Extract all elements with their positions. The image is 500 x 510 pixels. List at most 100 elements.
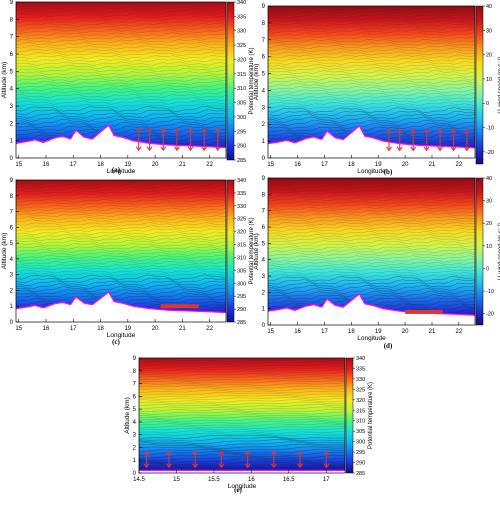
contour-line <box>16 13 226 17</box>
panel-caption: (c) <box>112 338 120 346</box>
y-tick-label: 5 <box>10 241 14 247</box>
plot-area <box>16 2 226 158</box>
contour-line <box>139 435 345 439</box>
colorbar-tick-label: -20 <box>486 150 494 156</box>
contour-line <box>139 416 345 420</box>
y-tick-label: 1 <box>262 307 266 313</box>
y-tick-label: 7 <box>133 382 137 388</box>
contour-line <box>268 98 475 103</box>
colorbar-tick-label: 295 <box>237 129 246 135</box>
y-tick-label: 7 <box>10 35 14 41</box>
y-tick-label: 3 <box>262 274 266 280</box>
contour-line <box>139 375 345 379</box>
y-tick-label: 8 <box>262 21 266 27</box>
y-tick-label: 5 <box>10 69 14 75</box>
y-tick-label: 8 <box>133 369 137 375</box>
contour-line <box>268 287 475 294</box>
contour-line <box>139 461 345 466</box>
y-tick-label: 9 <box>10 0 14 6</box>
contour-line <box>268 29 475 34</box>
contour-line <box>139 406 345 410</box>
field-background <box>139 358 345 473</box>
contour-line <box>16 234 226 238</box>
contour-line <box>268 19 475 24</box>
colorbar-tick-label: 320 <box>237 57 246 63</box>
double-arrow <box>463 128 470 152</box>
y-tick-label: 4 <box>133 420 137 426</box>
y-tick-label: 4 <box>262 88 266 94</box>
colorbar-tick-label: 0 <box>486 266 489 272</box>
contour-line <box>139 387 345 391</box>
double-arrow <box>323 450 330 469</box>
colorbar-label: U-wind speed (m s⁻¹) <box>498 223 500 280</box>
contour-line <box>16 269 226 274</box>
contour-line <box>268 73 475 78</box>
x-tick-label: 22 <box>456 162 463 168</box>
arrow-head-up <box>214 127 221 133</box>
contour-line <box>268 228 475 232</box>
colorbar-tick-label: 315 <box>237 72 246 78</box>
arrow-head-down <box>173 146 180 152</box>
contour-line <box>16 289 226 295</box>
plot-frame <box>15 1 227 159</box>
contour-line <box>139 437 345 442</box>
contour-line <box>16 25 226 30</box>
x-tick-label: 15 <box>173 477 180 483</box>
contour-line <box>16 22 226 27</box>
contour-line <box>16 105 226 112</box>
contour-line <box>268 209 475 214</box>
arrow-head-up <box>173 127 180 133</box>
contour-line <box>268 79 475 84</box>
double-arrow <box>450 128 457 152</box>
x-tick-label: 17 <box>323 477 330 483</box>
double-arrow <box>143 450 150 469</box>
contour-line <box>139 401 345 405</box>
colorbar-tick-label: 325 <box>237 217 246 223</box>
x-tick-label: 21 <box>429 162 436 168</box>
double-arrow <box>297 450 304 469</box>
arrow-head-down <box>214 146 221 152</box>
contour-line <box>268 38 475 43</box>
colorbar-tick-label: 290 <box>356 461 365 467</box>
y-tick-label: 6 <box>10 225 14 231</box>
colorbar-tick-label: 10 <box>486 244 492 250</box>
y-tick-label: 6 <box>10 52 14 58</box>
colorbar-tick-label: 315 <box>356 408 365 414</box>
y-tick-label: 3 <box>262 105 266 111</box>
arrow-head-up <box>396 128 403 134</box>
contour-line <box>268 225 475 229</box>
contour-line <box>16 286 226 293</box>
y-tick-label: 4 <box>262 258 266 264</box>
contour-line <box>139 441 345 447</box>
contour-line <box>268 231 475 235</box>
contour-line <box>16 64 226 69</box>
contour-line <box>16 246 226 250</box>
y-tick-label: 2 <box>10 288 14 294</box>
contour-line <box>16 9 226 14</box>
contour-line <box>268 270 475 275</box>
x-tick-label: 16 <box>43 162 50 168</box>
contour-line <box>139 380 345 384</box>
arrow-head-down <box>270 463 277 469</box>
x-tick-label: 19 <box>375 329 382 335</box>
panel-caption: (b) <box>384 168 393 176</box>
colorbar-tick-label: 325 <box>356 387 365 393</box>
x-tick-label: 22 <box>456 329 463 335</box>
contour-line <box>139 444 345 449</box>
contour-line <box>16 196 226 200</box>
contour-line <box>16 19 226 24</box>
contour-line <box>16 274 226 280</box>
contour-line <box>268 45 475 49</box>
contour-line <box>16 39 226 43</box>
contour-line <box>139 404 345 408</box>
chart-panel-3: 15 16 17 18 19 20 21 22 0 1 2 3 4 5 6 7 8 9 Longitude Altit… <box>1 178 255 346</box>
y-tick-label: 2 <box>133 445 137 451</box>
contour-line <box>268 188 475 193</box>
contour-line <box>268 23 475 27</box>
arrow-head-down <box>160 146 167 152</box>
contour-line <box>16 266 226 271</box>
contour-line <box>139 453 345 459</box>
colorbar-tick-label: 320 <box>356 398 365 404</box>
contour-line <box>16 240 226 244</box>
colorbar-tick-label: 285 <box>237 158 246 164</box>
